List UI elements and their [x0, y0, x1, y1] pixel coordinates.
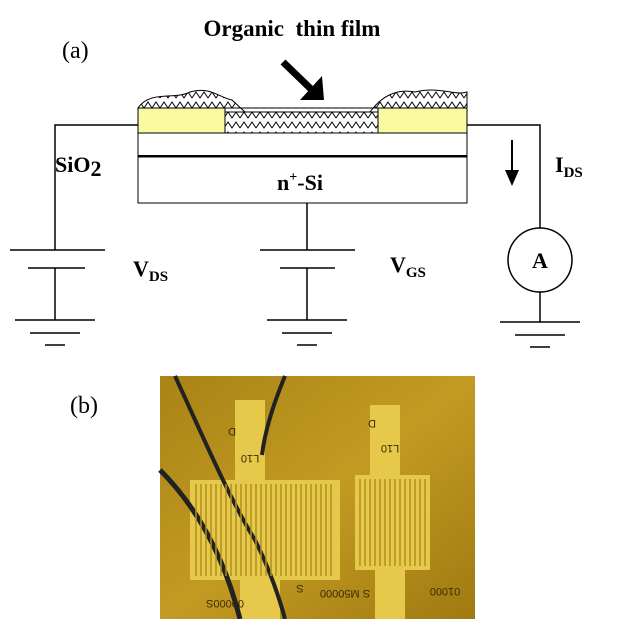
photo-label: S M50000 — [320, 587, 370, 599]
photo: L10 D L10 D S S M50000 00000S 01000 — [160, 376, 475, 619]
pad — [235, 400, 265, 480]
oxide-layer — [138, 133, 467, 157]
current-arrow-head — [505, 170, 519, 186]
oxide-label: SiO2 — [55, 152, 101, 181]
photo-label: L10 — [381, 442, 399, 454]
pad — [370, 405, 400, 475]
substrate-label: n+-Si — [277, 170, 323, 195]
panel-label: (a) — [62, 38, 89, 64]
wire — [467, 125, 540, 322]
photo-label: 00000S — [206, 597, 244, 609]
panel-label: (b) — [70, 393, 98, 419]
battery-ground — [10, 250, 105, 345]
photo-label: L10 — [241, 452, 259, 464]
title: Organic thin film — [204, 16, 381, 41]
vgs-label: VGS — [390, 252, 426, 281]
pad — [375, 570, 405, 619]
photo-label: 01000 — [430, 585, 461, 597]
photo-label: D — [228, 425, 236, 437]
photo-label: D — [368, 417, 376, 429]
vds-label: VDS — [133, 256, 168, 285]
drain-electrode — [378, 108, 467, 133]
source-electrode — [138, 108, 225, 133]
ammeter-label: A — [532, 248, 548, 273]
figure: Organic thin film (a) n+-Si SiO2 VDS VGS… — [0, 0, 637, 619]
ground — [500, 322, 580, 347]
arrow — [283, 62, 312, 90]
photo-label: S — [296, 582, 303, 594]
device-right — [355, 475, 430, 570]
ids-label: IDS — [555, 152, 583, 181]
organic-film-channel — [225, 112, 378, 133]
